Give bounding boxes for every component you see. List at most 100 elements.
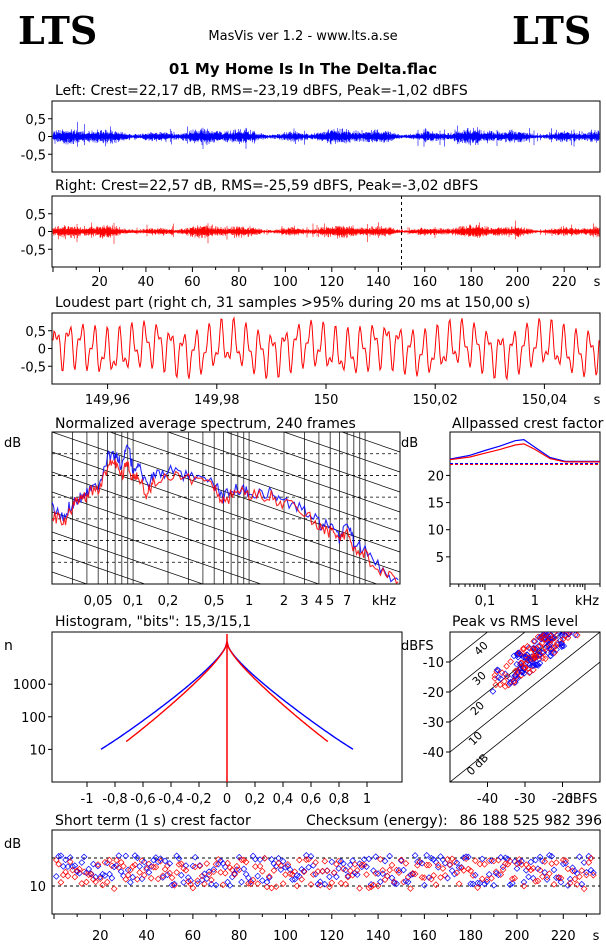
shortcrest-point-right xyxy=(483,876,491,883)
shortcrest-point-right xyxy=(534,877,542,885)
spectrum-ylabel: dB xyxy=(4,436,21,451)
x-tick-label: 149,96 xyxy=(85,393,131,408)
shortcrest-point-left xyxy=(546,851,553,859)
peakrms-point xyxy=(501,683,509,690)
allpassed-y-label: 10 xyxy=(427,524,444,539)
y-tick-label: 0,5 xyxy=(25,113,46,128)
shortcrest-point-left xyxy=(536,853,544,861)
peakrms-point xyxy=(522,653,530,661)
shortcrest-point-right xyxy=(518,861,525,868)
shortcrest-point-right xyxy=(242,858,250,866)
shortcrest-point-right xyxy=(476,860,484,868)
shortcrest-x-label: 20 xyxy=(92,929,109,944)
shortcrest-point-right xyxy=(171,882,178,889)
shortcrest-point-right xyxy=(182,866,190,874)
shortcrest-point-right xyxy=(92,878,99,886)
shortcrest-point-right xyxy=(370,881,377,889)
shortcrest-point-right xyxy=(557,874,565,882)
shortcrest-point-right xyxy=(467,867,475,875)
shortcrest-point-left xyxy=(328,858,336,866)
shortcrest-point-right xyxy=(566,879,574,887)
shortcrest-point-left xyxy=(418,859,426,867)
shortcrest-point-right xyxy=(233,862,241,870)
shortcrest-point-left xyxy=(140,858,148,866)
shortcrest-point-left xyxy=(134,854,141,862)
shortcrest-point-left xyxy=(509,879,516,887)
shortcrest-point-left xyxy=(490,882,498,889)
shortcrest-point-right xyxy=(374,882,382,890)
shortcrest-title: Short term (1 s) crest factor xyxy=(55,813,251,829)
shortcrest-point-right xyxy=(138,857,146,865)
shortcrest-point-right xyxy=(87,871,95,878)
peakrms-point xyxy=(497,675,505,683)
peakrms-point xyxy=(542,632,550,636)
peakrms-point xyxy=(534,662,542,669)
shortcrest-point-right xyxy=(59,871,67,879)
shortcrest-point-left xyxy=(360,856,368,863)
peakrms-y-label: -30 xyxy=(423,716,444,731)
shortcrest-point-left xyxy=(379,870,387,878)
shortcrest-point-right xyxy=(390,878,398,886)
crest-line-label: 10 xyxy=(466,729,485,748)
allpassed-x-unit: kHz xyxy=(575,594,599,609)
shortcrest-point-right xyxy=(157,857,164,865)
shortcrest-point-left xyxy=(92,873,99,881)
peakrms-point xyxy=(547,645,555,653)
shortcrest-point-left xyxy=(231,870,238,877)
crest-line-label: 30 xyxy=(470,669,489,688)
shortcrest-point-right xyxy=(83,878,90,886)
peakrms-point xyxy=(510,677,518,685)
shortcrest-point-right xyxy=(432,881,440,889)
shortcrest-point-right xyxy=(529,864,537,872)
shortcrest-point-right xyxy=(328,879,336,887)
shortcrest-point-right xyxy=(356,884,363,892)
peakrms-point xyxy=(542,644,549,651)
shortcrest-point-left xyxy=(66,854,74,861)
shortcrest-point-right xyxy=(351,861,359,868)
shortcrest-point-left xyxy=(485,871,493,878)
shortcrest-point-right xyxy=(492,868,500,875)
shortcrest-point-right xyxy=(259,867,266,875)
shortcrest-point-right xyxy=(106,856,113,864)
shortcrest-point-right xyxy=(71,873,79,881)
shortcrest-point-left xyxy=(59,863,67,870)
peakrms-point xyxy=(543,643,551,650)
shortcrest-point-right xyxy=(525,864,532,872)
shortcrest-point-right xyxy=(319,867,326,875)
y-tick-label: 0,5 xyxy=(25,325,46,340)
peakrms-point xyxy=(551,649,558,656)
x-tick-label: 80 xyxy=(231,275,248,290)
shortcrest-point-left xyxy=(87,870,95,878)
allpassed-ylabel: dB xyxy=(401,436,418,451)
shortcrest-point-right xyxy=(397,856,405,864)
peakrms-point xyxy=(546,632,554,640)
shortcrest-point-right xyxy=(363,871,370,878)
shortcrest-point-right xyxy=(342,880,350,888)
shortcrest-point-right xyxy=(99,881,106,889)
peakrms-point xyxy=(531,638,539,645)
loudest-title: Loudest part (right ch, 31 samples >95% … xyxy=(55,295,530,311)
spectrum-x-label: 5 xyxy=(326,594,334,609)
shortcrest-point-right xyxy=(122,875,130,883)
peakrms-point xyxy=(553,639,561,647)
logo-left: LTS xyxy=(18,8,97,53)
x-tick-label: 150,04 xyxy=(522,393,568,408)
y-tick-label: 0,5 xyxy=(25,208,46,223)
shortcrest-point-right xyxy=(134,875,141,883)
peakrms-point xyxy=(512,667,519,675)
shortcrest-point-right xyxy=(434,861,442,869)
x-tick-label: 220 xyxy=(552,275,577,290)
shortcrest-point-left xyxy=(372,853,380,861)
shortcrest-point-left xyxy=(131,852,139,859)
shortcrest-point-right xyxy=(446,861,454,868)
shortcrest-point-right xyxy=(541,858,549,865)
shortcrest-point-right xyxy=(57,879,65,886)
shortcrest-frame xyxy=(51,829,601,915)
shortcrest-point-left xyxy=(226,882,234,889)
shortcrest-point-left xyxy=(557,878,565,886)
shortcrest-point-right xyxy=(168,874,176,882)
shortcrest-point-left xyxy=(502,854,509,862)
shortcrest-point-right xyxy=(261,854,268,862)
shortcrest-point-right xyxy=(367,883,375,891)
shortcrest-point-right xyxy=(481,860,488,868)
